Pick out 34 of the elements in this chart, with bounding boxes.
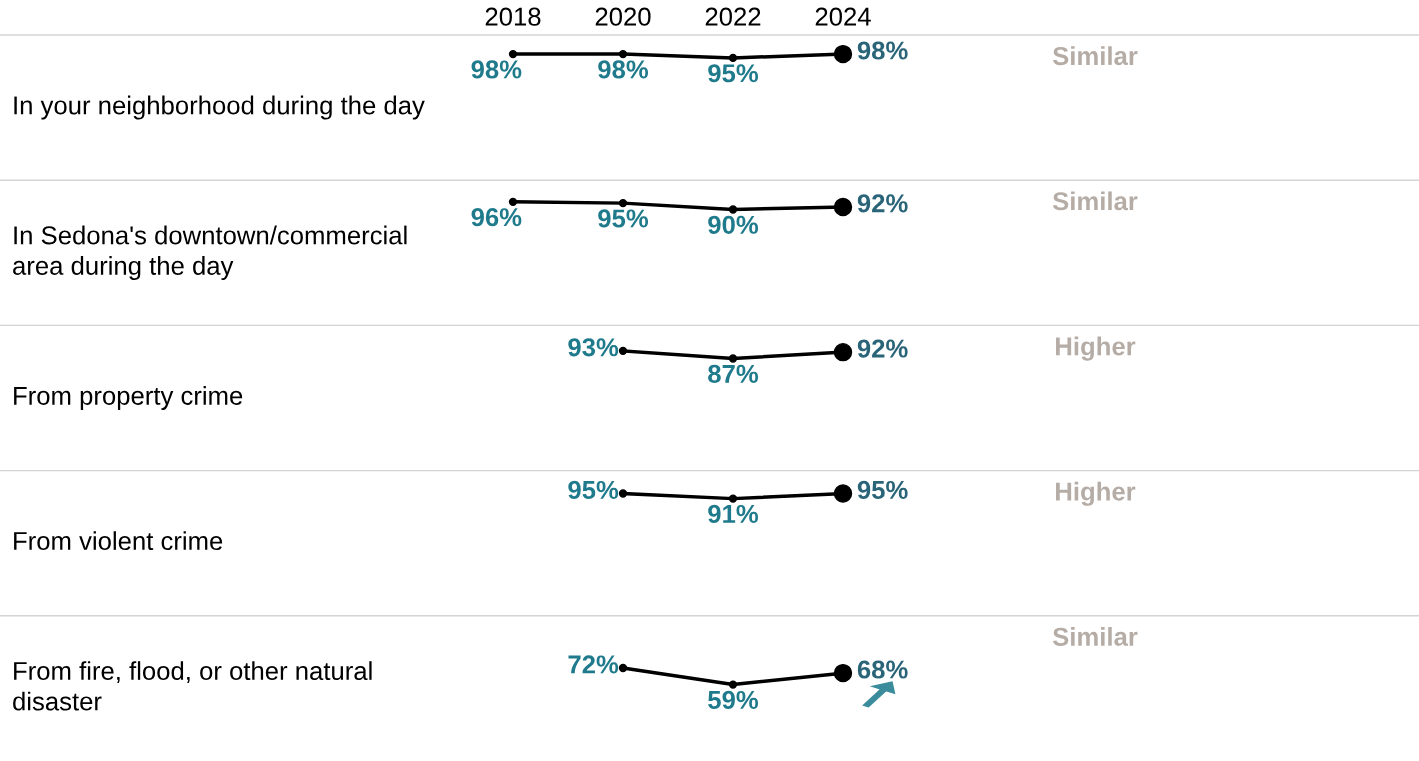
data-label: 91% (708, 504, 759, 524)
y-axis-title: In your neighborhood during the day (14, 95, 425, 120)
text: Similar (1052, 627, 1138, 646)
y-axis-title: From property crime (14, 386, 243, 410)
data-label: 59% (708, 690, 759, 710)
y-axis-title: In Sedona's downtown/commercial area during the day (13, 225, 407, 281)
text: Higher (1056, 481, 1136, 506)
data-label: 98% (857, 41, 908, 60)
x-tick-label: 2022 (705, 7, 761, 26)
y-axis-title: From fire, flood, or other natural disaster (13, 661, 372, 711)
data-label: 87% (708, 364, 759, 383)
data-label: 68% (857, 660, 908, 679)
data-label: 72% (568, 655, 619, 674)
data-label: 95% (708, 64, 759, 83)
data-label: 92% (857, 339, 908, 358)
data-label: 95% (598, 209, 649, 228)
data-label: 98% (471, 60, 522, 79)
data-label: 95% (568, 480, 619, 500)
point (728, 205, 738, 214)
text: Similar (1052, 46, 1138, 66)
data-label: 92% (857, 194, 908, 213)
data-label: 98% (598, 60, 649, 79)
x-tick-label: 2024 (815, 7, 871, 26)
data-label: 90% (708, 215, 759, 234)
x-tick-label: 2018 (485, 7, 541, 26)
data-label: 95% (857, 480, 908, 500)
point (508, 197, 518, 207)
point (618, 198, 628, 208)
text: Similar (1052, 191, 1138, 211)
x-tick-label: 2020 (595, 7, 651, 26)
data-label: 96% (471, 208, 522, 227)
text: Higher (1056, 336, 1136, 361)
data-label: 93% (568, 338, 619, 357)
y-axis-title: From violent crime (14, 531, 223, 551)
